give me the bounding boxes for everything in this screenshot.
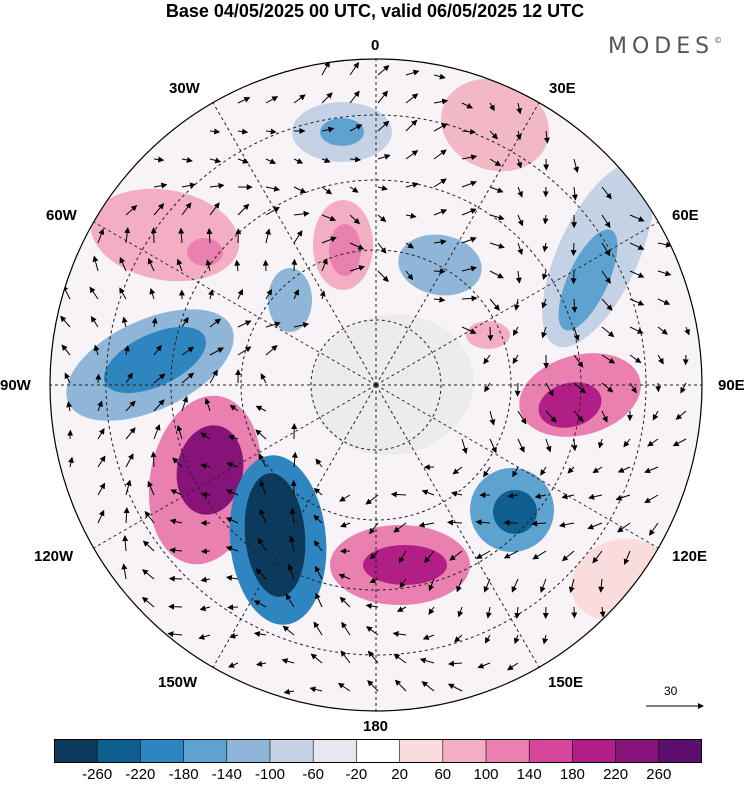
colorbar-tick-label: 20 [391,767,408,783]
wind-arrow-icon [490,327,491,340]
colorbar-swatch [270,739,314,763]
lon-label-150e: 150E [548,675,583,691]
colorbar-swatch [400,739,444,763]
colorbar-swatch [140,739,184,763]
wind-arrow-icon [202,551,210,552]
colorbar-swatch [313,739,357,763]
colorbar-swatch [486,739,530,763]
wind-arrow-icon [202,494,210,495]
colorbar-tick-label: -220 [125,767,155,783]
anomaly-neg-south-atlantic-n-core [320,118,364,146]
colorbar-swatch [443,739,487,763]
colorbar-tick-label: 180 [560,767,585,783]
colorbar-swatch [227,739,271,763]
colorbar-swatches [54,739,702,763]
colorbar-tick-label: 100 [473,767,498,783]
wind-arrow-icon [169,607,182,608]
colorbar-swatch [616,739,660,763]
wind-arrow-icon [153,452,154,467]
lon-label-180: 180 [363,719,388,735]
wind-arrow-icon [266,261,267,271]
colorbar-tick-label: 60 [434,767,451,783]
lon-label-120e: 120E [672,549,707,565]
wind-arrow-icon [518,383,519,396]
anomaly-pos-indian-small [466,321,510,349]
colorbar-swatch [659,739,702,763]
colorbar-tick-label: 260 [646,767,671,783]
vector-reference-label: 30 [664,684,677,698]
colorbar-tick-label: 220 [603,767,628,783]
wind-arrow-icon [98,375,99,383]
colorbar-tick-label: -60 [302,767,324,783]
colorbar-tick-label: -180 [169,767,199,783]
colorbar-swatch [97,739,141,763]
colorbar-tick-label: -100 [255,767,285,783]
colorbar-swatch [356,739,400,763]
lon-label-150w: 150W [158,675,197,691]
colorbar-tick-label: -260 [82,767,112,783]
lon-label-60e: 60E [672,208,699,224]
anomaly-neg-drake [268,268,312,332]
colorbar-swatch [54,739,98,763]
colorbar-tick-label: -140 [212,767,242,783]
colorbar-swatch [572,739,616,763]
wind-arrow-icon [170,579,182,580]
wind-arrow-icon [294,260,295,271]
wind-arrow-icon [228,607,238,608]
lon-label-120w: 120W [34,549,73,565]
colorbar-swatch [529,739,573,763]
colorbar [54,739,702,763]
lon-label-0: 0 [371,38,379,54]
anomaly-pos-south-america-core [187,238,223,266]
anomaly-neg-australia-sw-core [493,490,537,534]
lon-label-60w: 60W [46,208,77,224]
wind-arrow-icon [574,271,575,283]
wind-arrow-icon [434,271,445,272]
lon-label-90e: 90E [718,378,745,394]
colorbar-tick-label: 140 [517,767,542,783]
lon-label-90w: 90W [0,378,31,394]
lon-label-30e: 30E [549,81,576,97]
lon-label-30w: 30W [169,81,200,97]
colorbar-tick-labels: -260 -220 -180 -140 -100 -60 -20 20 60 100 140 180 2… [0,767,750,785]
anomaly-pos-south-atlantic-core [329,224,361,276]
wind-arrow-icon [574,607,575,618]
wind-arrow-icon [448,522,462,523]
colorbar-swatch [184,739,228,763]
wind-arrow-icon [573,243,574,255]
colorbar-tick-label: -20 [346,767,368,783]
